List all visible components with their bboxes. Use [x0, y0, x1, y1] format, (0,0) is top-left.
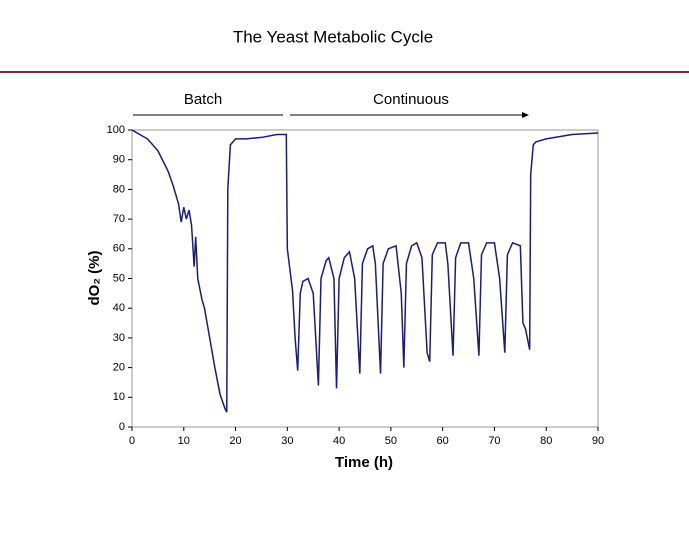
annotation: Continuous [373, 91, 449, 108]
x-tick-label: 90 [592, 435, 604, 447]
y-tick-label: 30 [113, 332, 125, 344]
y-tick-label: 90 [113, 154, 125, 166]
y-tick-label: 20 [113, 362, 125, 374]
slide-title: The Yeast Metabolic Cycle [233, 27, 433, 46]
y-tick-label: 70 [113, 213, 125, 225]
y-tick-label: 100 [107, 124, 125, 136]
x-tick-label: 60 [437, 435, 449, 447]
x-axis-label: Time (h) [335, 454, 393, 471]
x-tick-label: 10 [178, 435, 190, 447]
x-tick-label: 70 [488, 435, 500, 447]
x-tick-label: 50 [385, 435, 397, 447]
annotation: Batch [184, 91, 222, 108]
y-tick-label: 60 [113, 243, 125, 255]
x-tick-label: 80 [540, 435, 552, 447]
x-tick-label: 30 [281, 435, 293, 447]
plot-frame [131, 129, 599, 428]
y-axis-label: dO₂ (%) [86, 251, 103, 306]
y-tick-label: 80 [113, 183, 125, 195]
y-tick-label: 50 [113, 272, 125, 284]
x-tick-label: 40 [333, 435, 345, 447]
y-tick-label: 10 [113, 391, 125, 403]
plot: 0 10 20 30 40 50 60 70 80 90 100 0 10 20 30 40 50 60 70 80 9… [107, 124, 604, 447]
data-line [131, 129, 599, 413]
y-tick-label: 40 [113, 302, 125, 314]
x-tick-label: 20 [229, 435, 241, 447]
x-tick-label: 0 [129, 435, 135, 447]
arrow-head [522, 112, 529, 118]
y-tick-label: 0 [119, 421, 125, 433]
